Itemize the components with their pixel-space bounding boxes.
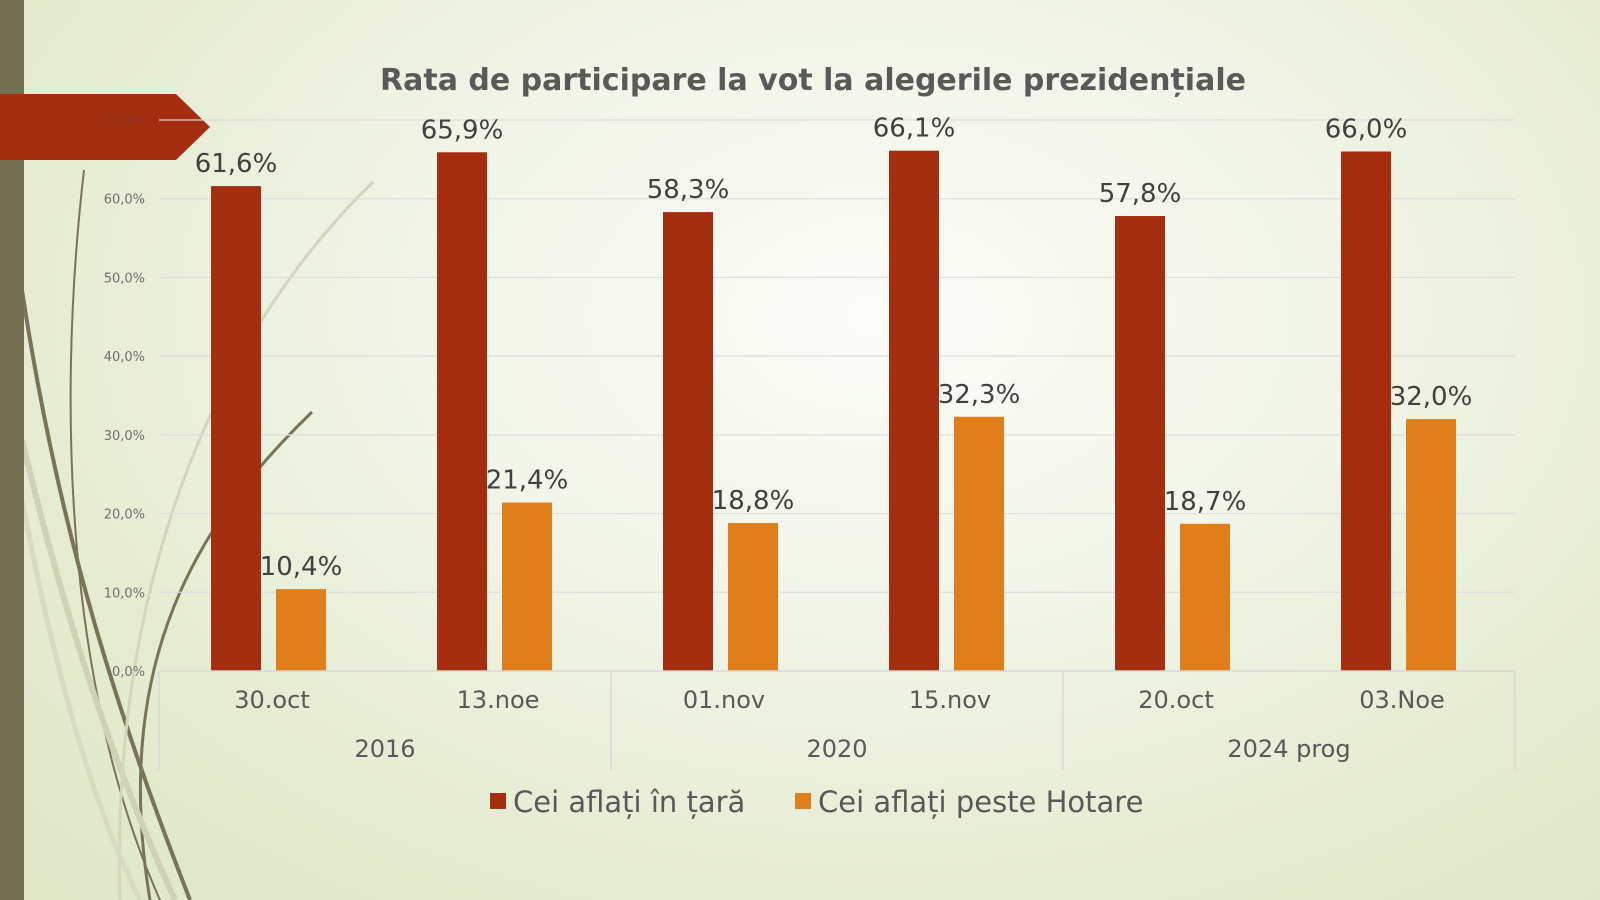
bar-abroad — [276, 589, 326, 671]
data-label-abroad: 32,0% — [1390, 382, 1473, 412]
x-category-label: 13.noe — [457, 686, 540, 714]
gridlines — [159, 119, 1515, 593]
data-label-abroad: 18,7% — [1164, 487, 1247, 517]
bar-abroad — [954, 416, 1004, 671]
y-tick-label: 0,0% — [112, 665, 145, 680]
x-axis: 30.oct 13.noe 01.nov 15.nov 20.oct 03.Noe 2016… — [158, 670, 1516, 770]
data-label-abroad: 10,4% — [260, 552, 343, 582]
chart-title: Rata de participare la vot la alegerile … — [380, 63, 1246, 98]
y-tick-label-70: 70,0% — [104, 114, 145, 129]
arrow-banner — [0, 94, 210, 160]
data-label-home: 58,3% — [647, 175, 730, 205]
data-label-abroad: 18,8% — [712, 486, 795, 516]
bar-abroad — [728, 523, 778, 671]
data-label-home: 66,0% — [1325, 114, 1408, 144]
data-label-abroad: 21,4% — [486, 466, 569, 496]
bar-home — [889, 150, 939, 671]
bar-home — [211, 186, 261, 671]
y-axis-ticks: 0,0% 10,0% 20,0% 30,0% 40,0% 50,0% 60,0% — [104, 193, 145, 680]
bar-home — [1115, 216, 1165, 671]
bar-abroad — [1180, 523, 1230, 671]
x-category-label: 15.nov — [909, 686, 991, 714]
legend-label-abroad: Cei aflați peste Hotare — [818, 785, 1143, 819]
x-category-label: 03.Noe — [1359, 686, 1445, 714]
data-labels: 61,6% 65,9% 58,3% 66,1% 57,8% 66,0% 10,4% 21,4%… — [195, 114, 1473, 582]
legend-item-abroad[interactable]: Cei aflați peste Hotare — [795, 785, 1143, 819]
y-tick-label: 50,0% — [104, 271, 145, 286]
legend-label-home: Cei aflați în țară — [513, 785, 745, 819]
curve-light-3 — [19, 499, 143, 900]
data-label-home: 65,9% — [421, 115, 504, 145]
bar-home — [1341, 151, 1391, 671]
data-label-home: 57,8% — [1099, 179, 1182, 209]
bar-abroad — [1406, 419, 1456, 671]
bar-home — [437, 152, 487, 672]
y-tick-label: 30,0% — [104, 429, 145, 444]
y-tick-label: 10,0% — [104, 586, 145, 601]
curve-dark-2 — [69, 169, 161, 900]
y-tick-label: 60,0% — [104, 193, 145, 208]
legend-item-home[interactable]: Cei aflați în țară — [490, 785, 745, 819]
curve-light-1 — [19, 439, 178, 900]
data-label-home: 66,1% — [873, 114, 956, 144]
data-label-home: 61,6% — [195, 149, 278, 179]
bars — [211, 150, 1456, 672]
x-category-label: 01.nov — [683, 686, 765, 714]
curve-dark-1 — [20, 289, 192, 900]
x-group-label: 2016 — [354, 735, 415, 763]
bar-home — [663, 212, 713, 672]
data-label-abroad: 32,3% — [938, 380, 1021, 410]
bar-abroad — [502, 502, 552, 671]
legend-swatch-home — [490, 793, 506, 809]
x-category-label: 30.oct — [234, 686, 309, 714]
x-group-label: 2020 — [806, 735, 867, 763]
x-group-label: 2024 prog — [1227, 735, 1350, 763]
y-tick-label: 20,0% — [104, 508, 145, 523]
legend-swatch-abroad — [795, 793, 811, 809]
curve-dark-3 — [138, 410, 314, 900]
curve-light-2 — [117, 180, 375, 900]
decorative-curves — [19, 169, 375, 900]
legend: Cei aflați în țară Cei aflați peste Hota… — [490, 785, 1143, 819]
y-tick-label: 40,0% — [104, 350, 145, 365]
x-category-label: 20.oct — [1138, 686, 1213, 714]
